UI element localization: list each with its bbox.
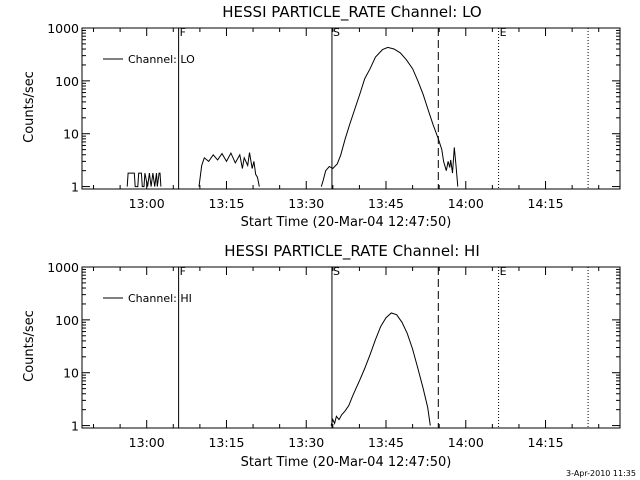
plot-lo-plot-area: 1 10 100 1000 13:00 13:15 13:30 13:45 14:00 14:15…: [47, 21, 621, 211]
y-tick-label: 1: [71, 180, 79, 195]
event-marker-label: S: [333, 26, 340, 39]
plot-hi-plot-area: 1 10 100 1000 13:00 13:15 13:30 13:45 14:00 14:15…: [47, 260, 621, 450]
footer-timestamp: 3-Apr-2010 11:35: [566, 469, 636, 478]
plot-lo-xlabel: Start Time (20-Mar-04 12:47:50): [241, 215, 452, 230]
y-tick-label: 10: [63, 127, 79, 142]
x-tick-label: 14:15: [528, 435, 564, 450]
x-tick-label: 13:15: [208, 435, 244, 450]
y-tick-label: 1000: [47, 21, 79, 36]
x-tick-label: 13:00: [129, 196, 165, 211]
plot-hi-panel: HESSI PARTICLE_RATE Channel: HI Counts/s…: [22, 242, 621, 470]
plot-hi-xlabel: Start Time (20-Mar-04 12:47:50): [241, 455, 452, 470]
x-tick-label: 13:30: [288, 196, 324, 211]
plot-lo-title: HESSI PARTICLE_RATE Channel: LO: [222, 3, 481, 22]
plot-lo-panel: HESSI PARTICLE_RATE Channel: LO Counts/s…: [22, 3, 621, 230]
y-tick-label: 1000: [47, 260, 79, 275]
y-tick-label: 10: [63, 366, 79, 381]
x-tick-label: 14:00: [448, 196, 484, 211]
event-marker-label: S: [333, 265, 340, 278]
event-marker-label: F: [180, 26, 186, 39]
x-tick-label: 13:30: [288, 435, 324, 450]
series-line-lo: [320, 46, 459, 187]
legend-label: Channel: HI: [128, 292, 192, 305]
event-marker-label: F: [180, 265, 186, 278]
y-tick-label: 1: [71, 419, 79, 434]
plot-hi-title: HESSI PARTICLE_RATE Channel: HI: [224, 242, 480, 261]
x-tick-label: 13:00: [129, 435, 165, 450]
y-tick-label: 100: [55, 313, 79, 328]
event-marker-label: E: [500, 265, 507, 278]
y-tick-label: 100: [55, 74, 79, 89]
plot-hi-ylabel: Counts/sec: [22, 310, 37, 382]
series-line-hi: [330, 312, 431, 426]
legend-label: Channel: LO: [128, 53, 195, 66]
x-tick-label: 14:00: [448, 435, 484, 450]
x-tick-label: 14:15: [528, 196, 564, 211]
x-tick-label: 13:45: [368, 196, 404, 211]
series-line-lo: [198, 151, 260, 187]
plot-lo-ylabel: Counts/sec: [22, 71, 37, 143]
x-tick-label: 13:45: [368, 435, 404, 450]
x-tick-label: 13:15: [208, 196, 244, 211]
series-line-lo: [126, 172, 162, 188]
event-marker-label: E: [500, 26, 507, 39]
